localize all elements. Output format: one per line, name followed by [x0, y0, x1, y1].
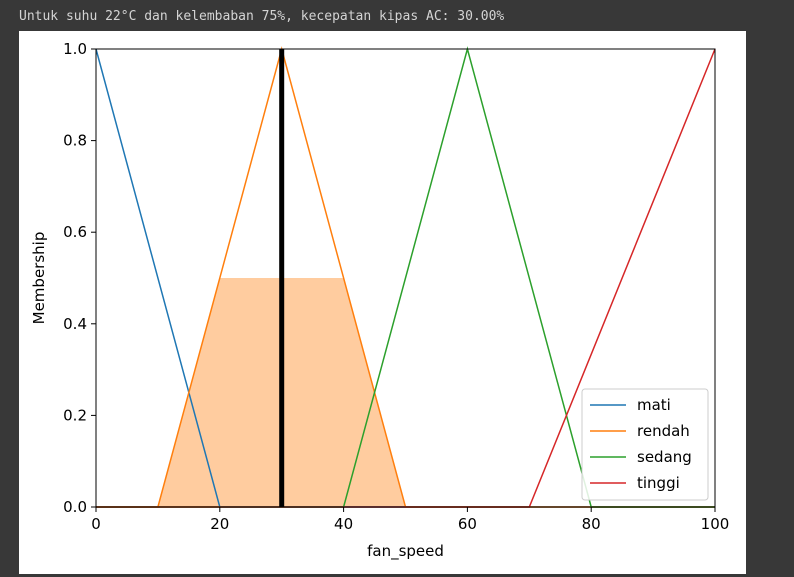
legend-box	[581, 388, 709, 501]
x-tick-label: 100	[701, 515, 730, 533]
aggregated-area	[96, 278, 715, 507]
x-tick-label: 0	[91, 515, 101, 533]
legend-label-tinggi: tinggi	[637, 474, 680, 492]
y-tick-label: 0.8	[63, 132, 87, 150]
y-tick-label: 1.0	[63, 40, 87, 58]
y-tick-label: 0.0	[63, 498, 87, 516]
x-tick-label: 40	[334, 515, 353, 533]
y-tick-label: 0.2	[63, 406, 87, 424]
y-tick-label: 0.4	[63, 315, 87, 333]
x-tick-label: 60	[458, 515, 477, 533]
legend-label-mati: mati	[637, 396, 671, 414]
x-tick-label: 80	[582, 515, 601, 533]
legend-label-sedang: sedang	[637, 448, 692, 466]
y-tick-label: 0.6	[63, 223, 87, 241]
legend-label-rendah: rendah	[637, 422, 690, 440]
y-axis-label: Membership	[30, 232, 48, 325]
membership-chart: 0 20 40 60 80 100 0.0 0.2 0.4 0.6 0.8 1.0 fan_speed M…	[30, 40, 730, 561]
plot-frame	[95, 48, 716, 508]
x-tick-label: 20	[210, 515, 229, 533]
x-axis-label: fan_speed	[367, 542, 444, 561]
chart-figure: 0 20 40 60 80 100 0.0 0.2 0.4 0.6 0.8 1.0 fan_speed M…	[19, 31, 746, 574]
output-text: Untuk suhu 22°C dan kelembaban 75%, kece…	[19, 9, 505, 24]
